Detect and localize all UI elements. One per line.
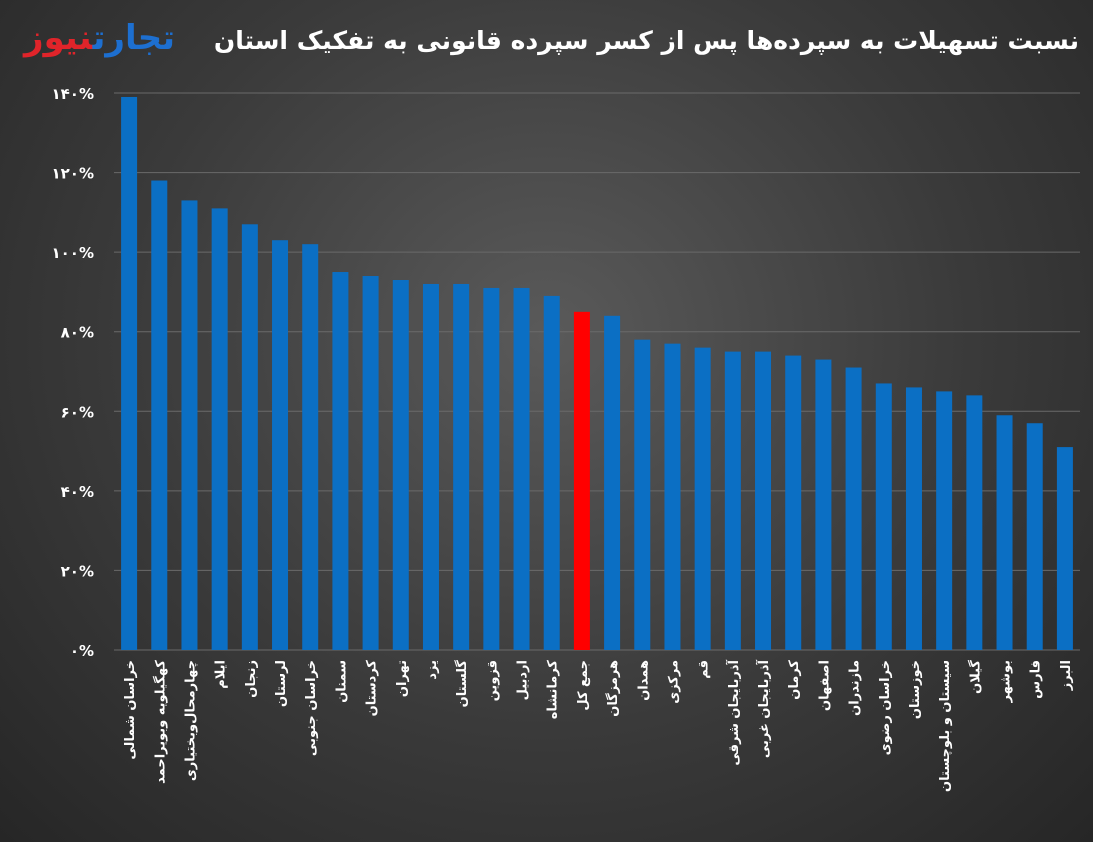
x-tick-label: خوزستان bbox=[908, 660, 923, 719]
y-tick-label: ۶۰% bbox=[61, 403, 94, 421]
x-tick-label: فارس bbox=[1029, 660, 1044, 699]
x-tick-label: اردبیل bbox=[516, 660, 531, 700]
x-tick-label: مازندران bbox=[848, 660, 863, 716]
x-tick-label: همدان bbox=[636, 660, 651, 701]
logo-part-1: تجارت bbox=[92, 18, 176, 58]
logo-part-2: نیوز bbox=[24, 18, 93, 58]
chart-title: نسبت تسهیلات به سپرده‌ها پس از کسر سپرده… bbox=[213, 26, 1079, 55]
x-tick-label: کرمان bbox=[787, 660, 802, 700]
bar bbox=[724, 351, 741, 650]
x-tick-label: بوشهر bbox=[999, 660, 1014, 704]
bar bbox=[151, 180, 168, 650]
x-tick-label: ایلام bbox=[214, 660, 229, 689]
bar bbox=[634, 339, 651, 650]
x-tick-label: خراسان شمالی bbox=[123, 660, 138, 760]
x-tick-label: اصفهان bbox=[817, 660, 832, 711]
bar bbox=[1026, 423, 1043, 650]
bar bbox=[422, 283, 439, 650]
x-tick-label: کردستان bbox=[365, 660, 380, 717]
logo: تجارتنیوز bbox=[24, 18, 175, 58]
bar bbox=[996, 415, 1013, 650]
x-tick-label: گیلان bbox=[967, 660, 983, 694]
bar bbox=[845, 367, 862, 650]
bar bbox=[211, 208, 228, 650]
y-tick-label: ۱۲۰% bbox=[52, 165, 95, 183]
x-tick-label: سمنان bbox=[334, 660, 349, 703]
y-tick-label: ۱۰۰% bbox=[52, 244, 95, 262]
bar bbox=[905, 387, 922, 650]
bar bbox=[664, 343, 681, 650]
bar bbox=[694, 347, 711, 650]
bar bbox=[453, 283, 470, 650]
x-tick-label: لرستان bbox=[274, 660, 289, 707]
bar bbox=[483, 287, 500, 650]
bar bbox=[513, 287, 530, 650]
x-tick-label: خراسان رضوی bbox=[878, 660, 893, 755]
bar bbox=[1056, 447, 1073, 650]
x-tick-label: مرکزی bbox=[666, 660, 681, 704]
x-tick-label: کرمانشاه bbox=[546, 660, 561, 720]
bar bbox=[543, 295, 560, 650]
bar bbox=[936, 391, 953, 650]
bar bbox=[966, 395, 983, 650]
x-tick-label: زنجان bbox=[244, 660, 259, 698]
x-tick-label: هرمزگان bbox=[605, 660, 621, 717]
bar bbox=[332, 272, 349, 650]
bar bbox=[815, 359, 832, 650]
x-tick-label: البرز bbox=[1059, 660, 1074, 691]
x-tick-label: تهران bbox=[395, 660, 410, 697]
x-tick-label: قزوین bbox=[485, 660, 500, 701]
bar-highlight bbox=[573, 311, 590, 650]
y-tick-label: ۱۴۰% bbox=[52, 85, 95, 103]
bar bbox=[604, 315, 621, 650]
x-tick-label: چهارمحال‌وبختیاری bbox=[183, 660, 198, 781]
x-tick-label: گلستان bbox=[454, 660, 470, 708]
x-tick-label: آذربایجان شرقی bbox=[725, 659, 742, 765]
y-tick-label: ۲۰% bbox=[61, 562, 94, 580]
bar bbox=[362, 276, 379, 650]
bar bbox=[302, 244, 319, 650]
bar bbox=[181, 200, 198, 650]
x-tick-label: قم bbox=[697, 660, 712, 679]
bar bbox=[875, 383, 892, 650]
y-tick-label: ۸۰% bbox=[61, 324, 94, 342]
bar bbox=[755, 351, 772, 650]
x-tick-label: جمع کل bbox=[576, 660, 591, 711]
x-tick-label: آذربایجان غربی bbox=[755, 659, 772, 758]
x-tick-label: یزد bbox=[425, 660, 440, 680]
bar bbox=[392, 279, 409, 650]
y-tick-label: ۴۰% bbox=[61, 483, 94, 501]
x-tick-label: کهگیلویه وبویراحمد bbox=[152, 660, 168, 784]
bar bbox=[272, 240, 289, 650]
bar bbox=[121, 96, 138, 650]
x-tick-label: سیستان و بلوچستان bbox=[938, 660, 953, 792]
x-tick-label: خراسان جنوبی bbox=[304, 660, 319, 756]
y-tick-label: ۰% bbox=[70, 642, 94, 660]
bar bbox=[785, 355, 802, 650]
bar bbox=[241, 224, 258, 651]
